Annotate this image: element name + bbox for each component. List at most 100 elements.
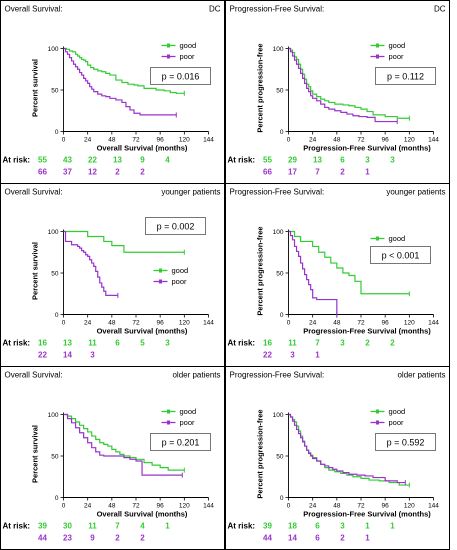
panel-subtitle: older patients (172, 371, 220, 380)
x-tick-label: 48 (108, 503, 116, 510)
at-risk-good: 39 (38, 522, 47, 531)
panel-subtitle: younger patients (386, 188, 445, 197)
at-risk-poor: 44 (263, 534, 272, 543)
panel-title: Overall Survival: (5, 371, 63, 380)
km-curve-good (288, 230, 410, 295)
legend-label-poor: poor (389, 418, 405, 427)
panel-title: Overall Survival: (5, 5, 63, 14)
x-axis-label: Progression-Free Survival (months) (303, 144, 431, 153)
km-curve-poor (63, 230, 118, 297)
y-tick-label: 0 (55, 129, 59, 136)
x-tick-label: 72 (357, 137, 365, 144)
x-tick-label: 120 (179, 137, 190, 144)
at-risk-poor: 22 (263, 351, 272, 360)
at-risk-poor: 37 (63, 168, 72, 177)
at-risk-good: 30 (63, 522, 72, 531)
x-axis-label: Progression-Free Survival (months) (303, 510, 431, 519)
at-risk-poor: 12 (88, 168, 97, 177)
y-tick-label: 100 (273, 46, 284, 53)
at-risk-good: 3 (390, 156, 395, 165)
legend-marker-good (167, 43, 170, 48)
at-risk-good: 55 (38, 156, 47, 165)
legend-label-good: good (180, 41, 197, 50)
legend-label-poor: poor (180, 52, 196, 61)
at-risk-good: 22 (88, 156, 97, 165)
x-tick-label: 120 (404, 503, 415, 510)
x-tick-label: 96 (382, 320, 390, 327)
y-tick-label: 0 (55, 495, 59, 502)
at-risk-poor: 1 (315, 351, 320, 360)
at-risk-good: 43 (63, 156, 72, 165)
y-tick-label: 100 (48, 46, 59, 53)
at-risk-poor: 7 (315, 168, 320, 177)
pvalue-text: p = 0.592 (387, 438, 425, 448)
x-tick-label: 144 (203, 503, 214, 510)
pvalue-box (370, 246, 431, 264)
y-tick-label: 0 (55, 312, 59, 319)
at-risk-good: 6 (340, 156, 345, 165)
km-curve-poor (63, 47, 177, 116)
at-risk-poor: 2 (115, 168, 120, 177)
at-risk-poor: 2 (340, 534, 345, 543)
panel-title: Progression-Free Survival: (230, 371, 325, 380)
legend-label-good: good (389, 407, 406, 416)
at-risk-label: At risk: (228, 522, 256, 531)
pvalue-box (375, 67, 436, 85)
at-risk-good: 11 (288, 339, 297, 348)
legend-label-good: good (172, 266, 189, 275)
at-risk-label: At risk: (228, 339, 256, 348)
at-risk-label: At risk: (3, 339, 31, 348)
legend-marker-poor (376, 420, 379, 425)
x-tick-label: 96 (157, 137, 165, 144)
legend-marker-good (376, 43, 379, 48)
at-risk-good: 7 (315, 339, 320, 348)
x-tick-label: 144 (203, 320, 214, 327)
x-tick-label: 144 (203, 137, 214, 144)
x-tick-label: 0 (287, 320, 291, 327)
at-risk-good: 11 (88, 522, 97, 531)
at-risk-poor: 1 (365, 168, 370, 177)
at-risk-label: At risk: (3, 156, 31, 165)
panel-subtitle: younger patients (161, 188, 220, 197)
legend-marker-good (167, 409, 170, 414)
at-risk-good: 2 (365, 339, 370, 348)
y-axis-label: Percent survival (31, 242, 40, 300)
panel-subtitle: DC (209, 5, 221, 14)
x-axis-label: Overall Survival (months) (97, 327, 188, 336)
x-tick-label: 120 (404, 137, 415, 144)
y-tick-label: 50 (51, 88, 59, 95)
at-risk-poor: 44 (38, 534, 47, 543)
panel-title: Progression-Free Survival: (230, 188, 325, 197)
km-curve-poor (288, 413, 406, 484)
x-tick-label: 48 (333, 320, 341, 327)
panel-subtitle: older patients (397, 371, 445, 380)
km-curve-good (288, 47, 410, 119)
legend-marker-poor (159, 279, 162, 284)
at-risk-poor: 66 (38, 168, 47, 177)
at-risk-good: 16 (263, 339, 272, 348)
x-tick-label: 24 (309, 137, 317, 144)
at-risk-poor: 3 (290, 351, 295, 360)
pvalue-box (150, 433, 211, 451)
x-tick-label: 24 (309, 503, 317, 510)
y-axis-label: Percent progression-free (256, 226, 265, 315)
at-risk-poor: 6 (315, 534, 320, 543)
at-risk-poor: 14 (288, 534, 297, 543)
x-tick-label: 96 (382, 137, 390, 144)
x-tick-label: 0 (287, 503, 291, 510)
legend-marker-good (159, 268, 162, 273)
legend-label-good: good (389, 234, 406, 243)
y-tick-label: 0 (280, 495, 284, 502)
pvalue-text: p = 0.201 (162, 438, 200, 448)
km-curve-good (63, 230, 185, 253)
pvalue-box (375, 433, 436, 451)
at-risk-good: 6 (315, 522, 320, 531)
y-tick-label: 100 (273, 412, 284, 419)
y-axis-label: Percent progression-free (256, 409, 265, 498)
x-tick-label: 0 (62, 320, 66, 327)
at-risk-good: 13 (63, 339, 72, 348)
x-tick-label: 96 (382, 503, 390, 510)
x-tick-label: 120 (404, 320, 415, 327)
legend-label-good: good (389, 41, 406, 50)
at-risk-good: 1 (390, 522, 395, 531)
